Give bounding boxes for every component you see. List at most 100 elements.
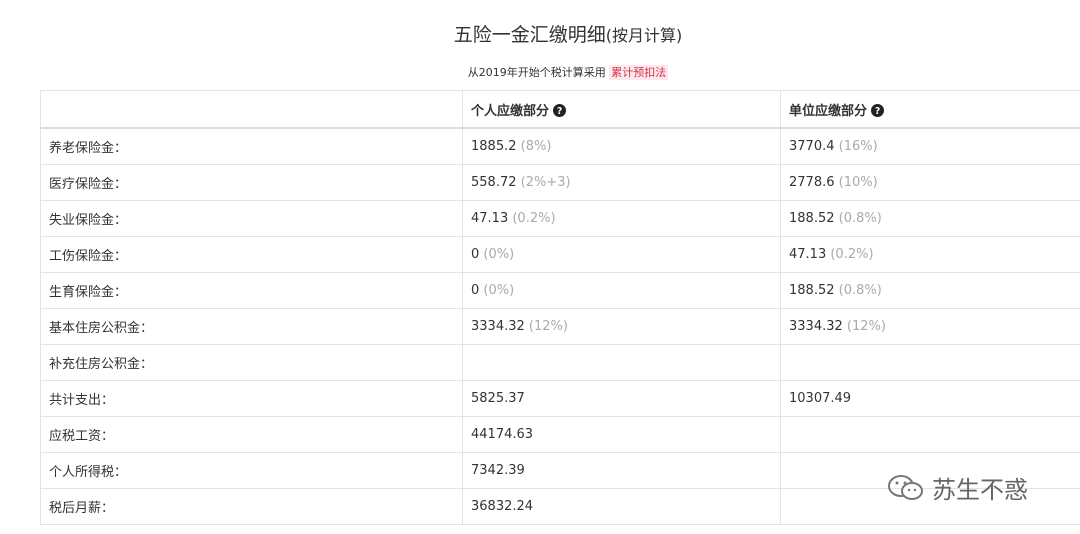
title-suffix: (按月计算) [605, 26, 683, 45]
row-label: 养老保险金： [49, 141, 128, 156]
personal-cell: 36832.24 [462, 488, 781, 525]
company-cell: 3770.4 (16%) [780, 127, 1080, 165]
personal-cell: 0 (0%) [462, 272, 781, 309]
header-cell: 个人应缴部分? [462, 90, 781, 129]
row-label-cell: 失业保险金： [40, 200, 463, 237]
amount: 3334.32 [789, 319, 843, 334]
row-label: 工伤保险金： [49, 249, 128, 264]
company-cell: 188.52 (0.8%) [780, 272, 1080, 309]
amount: 5825.37 [471, 391, 525, 406]
row-label-cell: 共计支出： [40, 380, 463, 417]
subtitle: 从2019年开始个税计算采用 累计预扣法 [0, 64, 1080, 80]
row-label-cell: 补充住房公积金： [40, 344, 463, 381]
personal-cell: 7342.39 [462, 452, 781, 489]
row: 医疗保险金： 558.72 (2%+3) 2778.6 (10%) [40, 164, 1080, 201]
company-cell [780, 344, 1080, 381]
row-label: 补充住房公积金： [49, 357, 154, 372]
row-label-cell: 个人所得税： [40, 452, 463, 489]
subtitle-text: 从2019年开始个税计算采用 [467, 66, 606, 79]
header-cell: 单位应缴部分? [780, 90, 1080, 129]
personal-cell: 3334.32 (12%) [462, 308, 781, 345]
column-title: 单位应缴部分 [789, 103, 868, 119]
row-label: 生育保险金： [49, 285, 128, 300]
company-cell: 10307.49 [780, 380, 1080, 417]
svg-text:?: ? [557, 106, 562, 117]
wechat-icon [888, 474, 923, 500]
title: 五险一金汇缴明细(按月计算) [0, 20, 1080, 47]
company-cell: 2778.6 (10%) [780, 164, 1080, 201]
table: 个人应缴部分? 单位应缴部分? 养老保险金： 1885.2 (8%) 3770.4 (… [40, 90, 1080, 525]
row-label-cell: 税后月薪： [40, 488, 463, 525]
rate: (0%) [483, 247, 515, 262]
personal-cell: 47.13 (0.2%) [462, 200, 781, 237]
header-row: 个人应缴部分? 单位应缴部分? [40, 90, 1080, 129]
company-cell: 47.13 (0.2%) [780, 236, 1080, 273]
help-icon[interactable]: ? [553, 103, 567, 117]
amount: 558.72 [471, 175, 517, 190]
subtitle-link[interactable]: 累计预扣法 [609, 65, 669, 80]
amount: 44174.63 [471, 427, 534, 442]
rate: (0.2%) [512, 211, 556, 226]
rate: (0%) [483, 283, 515, 298]
row: 生育保险金： 0 (0%) 188.52 (0.8%) [40, 272, 1080, 309]
company-cell: 3334.32 (12%) [780, 308, 1080, 345]
header-cell [40, 90, 463, 129]
row-label: 医疗保险金： [49, 177, 128, 192]
svg-text:?: ? [875, 106, 880, 117]
personal-cell: 5825.37 [462, 380, 781, 417]
rate: (8%) [520, 139, 552, 154]
rate: (12%) [528, 319, 568, 334]
rate: (0.2%) [830, 247, 874, 262]
rate: (0.8%) [838, 283, 882, 298]
row-label-cell: 养老保险金： [40, 127, 463, 165]
help-icon[interactable]: ? [871, 103, 885, 117]
row-label-cell: 应税工资： [40, 416, 463, 453]
row: 补充住房公积金： [40, 344, 1080, 381]
company-cell [780, 452, 1080, 489]
row: 基本住房公积金： 3334.32 (12%) 3334.32 (12%) [40, 308, 1080, 345]
title-main: 五险一金汇缴明细 [453, 24, 606, 46]
row-label: 税后月薪： [49, 501, 115, 516]
rate: (10%) [838, 175, 878, 190]
row-label-cell: 基本住房公积金： [40, 308, 463, 345]
row: 税后月薪： 36832.24 [40, 488, 1080, 525]
amount: 47.13 [789, 247, 827, 262]
amount: 2778.6 [789, 175, 835, 190]
table-wrap: 个人应缴部分? 单位应缴部分? 养老保险金： 1885.2 (8%) 3770.4 (… [40, 90, 1080, 525]
rate: (2%+3) [520, 175, 571, 190]
row: 失业保险金： 47.13 (0.2%) 188.52 (0.8%) [40, 200, 1080, 237]
personal-cell: 1885.2 (8%) [462, 127, 781, 165]
personal-cell: 0 (0%) [462, 236, 781, 273]
row: 养老保险金： 1885.2 (8%) 3770.4 (16%) [40, 127, 1080, 165]
row: 应税工资： 44174.63 [40, 416, 1080, 453]
amount: 0 [471, 247, 480, 262]
watermark: 苏生不惑 [886, 470, 1028, 505]
row-label: 个人所得税： [49, 465, 128, 480]
amount: 0 [471, 283, 480, 298]
company-cell [780, 488, 1080, 525]
amount: 188.52 [789, 283, 835, 298]
row-label-cell: 工伤保险金： [40, 236, 463, 273]
amount: 7342.39 [471, 463, 525, 478]
rate: (12%) [846, 319, 886, 334]
row-label: 基本住房公积金： [49, 321, 154, 336]
row: 共计支出： 5825.37 10307.49 [40, 380, 1080, 417]
personal-cell: 558.72 (2%+3) [462, 164, 781, 201]
column-title: 个人应缴部分 [471, 103, 550, 119]
row: 工伤保险金： 0 (0%) 47.13 (0.2%) [40, 236, 1080, 273]
watermark-text: 苏生不惑 [932, 476, 1028, 504]
amount: 10307.49 [789, 391, 852, 406]
row-label: 失业保险金： [49, 213, 128, 228]
amount: 3334.32 [471, 319, 525, 334]
amount: 1885.2 [471, 139, 517, 154]
personal-cell: 44174.63 [462, 416, 781, 453]
row-label-cell: 生育保险金： [40, 272, 463, 309]
company-cell: 188.52 (0.8%) [780, 200, 1080, 237]
amount: 36832.24 [471, 499, 534, 514]
rate: (0.8%) [838, 211, 882, 226]
row-label: 应税工资： [49, 429, 115, 444]
rate: (16%) [838, 139, 878, 154]
amount: 3770.4 [789, 139, 835, 154]
company-cell [780, 416, 1080, 453]
row: 个人所得税： 7342.39 [40, 452, 1080, 489]
